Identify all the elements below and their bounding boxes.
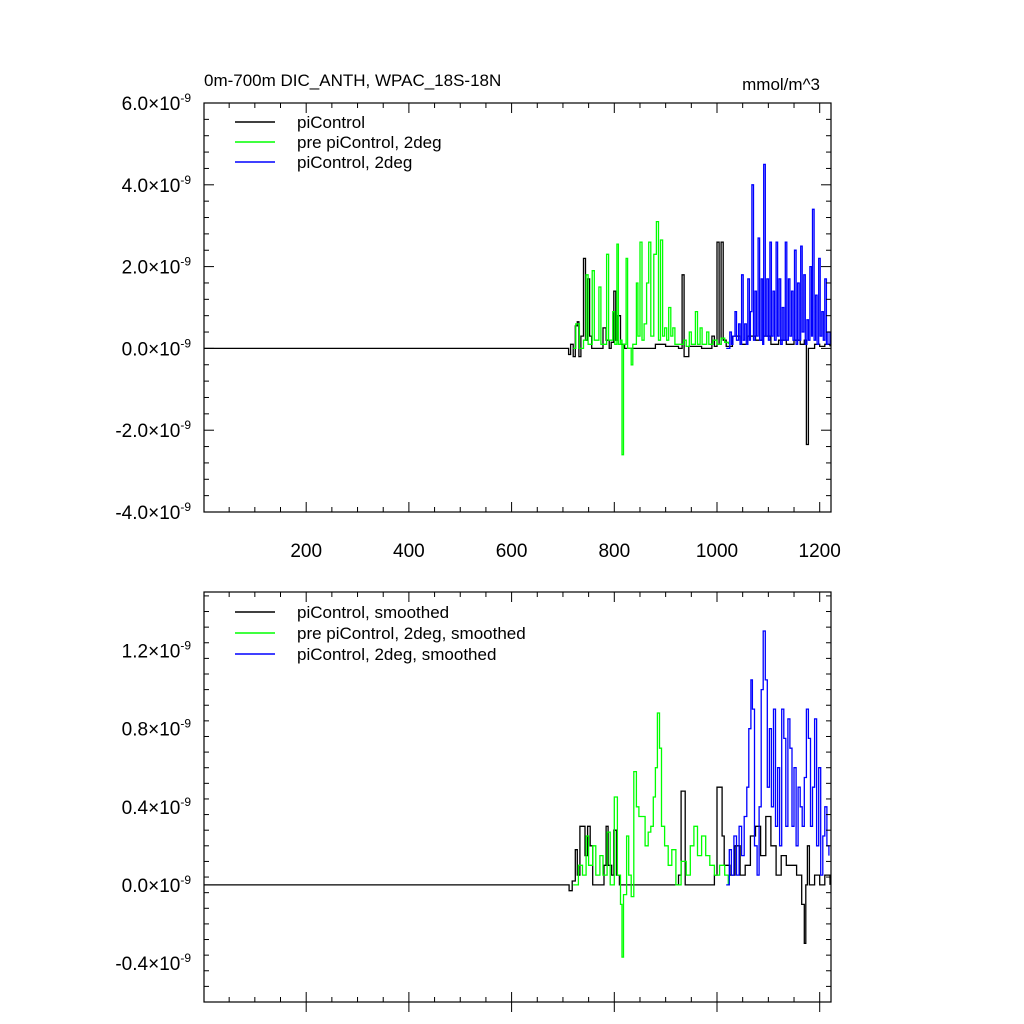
x-tick-label: 600: [496, 541, 528, 562]
series-line-bottom-1: [573, 712, 729, 958]
top-chart-title: 0m-700m DIC_ANTH, WPAC_18S-18N: [204, 71, 501, 90]
svg-text:0.8×10-9: 0.8×10-9: [122, 717, 192, 741]
svg-text:-0.4×10-9: -0.4×10-9: [115, 951, 191, 975]
y-tick-label: 0.8×10-9: [122, 717, 192, 741]
series-line-bottom-2: [726, 630, 830, 886]
x-tick-label: 1200: [799, 541, 841, 562]
svg-text:1.2×10-9: 1.2×10-9: [122, 639, 192, 663]
top-plot-frame: [203, 102, 832, 513]
legend-label: piControl, 2deg, smoothed: [297, 645, 496, 664]
x-tick-label: 1000: [696, 541, 738, 562]
series-line-top-0: [204, 241, 831, 446]
top-series-layer: [204, 163, 831, 456]
top-chart-units: mmol/m^3: [742, 75, 820, 94]
svg-text:0.4×10-9: 0.4×10-9: [122, 795, 192, 819]
legend-label: piControl: [297, 113, 365, 132]
svg-text:0.0×10-9: 0.0×10-9: [122, 336, 192, 360]
y-tick-label: 4.0×10-9: [122, 173, 192, 197]
series-line-top-1: [573, 220, 729, 456]
svg-text:6.0×10-9: 6.0×10-9: [122, 91, 192, 115]
svg-text:0.0×10-9: 0.0×10-9: [122, 873, 192, 897]
bottom-legend: piControl, smoothed pre piControl, 2deg, …: [235, 603, 526, 664]
bottom-plot-frame: [203, 591, 832, 1003]
bottom-ticks-layer: -0.4×10-9 0.0×10-9 0.4×10-9 0.8×10-9 1.2×10-…: [115, 592, 831, 1012]
svg-text:2.0×10-9: 2.0×10-9: [122, 255, 192, 279]
bottom-series-layer: [204, 630, 831, 958]
top-ticks-layer: 200 400 600 800 1000 1200 -4.0×10-9 -2.0×10-9 0.…: [115, 91, 841, 562]
x-tick-label: 800: [598, 541, 630, 562]
y-tick-label: 0.4×10-9: [122, 795, 192, 819]
series-line-top-2: [726, 163, 831, 350]
bottom-panel: -0.4×10-9 0.0×10-9 0.4×10-9 0.8×10-9 1.2×10-…: [115, 591, 832, 1012]
y-tick-label: -4.0×10-9: [115, 500, 191, 524]
top-panel: 0m-700m DIC_ANTH, WPAC_18S-18N mmol/m^3 …: [115, 71, 841, 562]
legend-label: piControl, smoothed: [297, 603, 449, 622]
y-tick-label: 6.0×10-9: [122, 91, 192, 115]
y-tick-label: -2.0×10-9: [115, 418, 191, 442]
y-tick-label: 0.0×10-9: [122, 336, 192, 360]
y-tick-label: 1.2×10-9: [122, 639, 192, 663]
y-tick-label: 2.0×10-9: [122, 255, 192, 279]
svg-text:4.0×10-9: 4.0×10-9: [122, 173, 192, 197]
legend-label: pre piControl, 2deg: [297, 133, 442, 152]
y-tick-label: -0.4×10-9: [115, 951, 191, 975]
x-tick-label: 400: [393, 541, 425, 562]
x-tick-label: 200: [290, 541, 322, 562]
svg-text:-4.0×10-9: -4.0×10-9: [115, 500, 191, 524]
legend-label: pre piControl, 2deg, smoothed: [297, 624, 526, 643]
svg-text:-2.0×10-9: -2.0×10-9: [115, 418, 191, 442]
y-tick-label: 0.0×10-9: [122, 873, 192, 897]
legend-label: piControl, 2deg: [297, 153, 412, 172]
